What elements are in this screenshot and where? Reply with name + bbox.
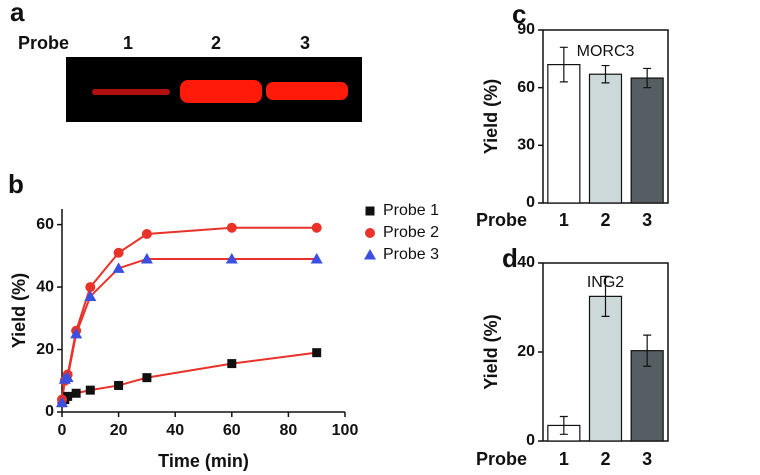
x-tick-label: 100 bbox=[332, 422, 359, 439]
y-tick-label: 30 bbox=[517, 137, 535, 154]
marker bbox=[140, 252, 153, 264]
y-tick-label: 20 bbox=[36, 341, 54, 358]
gel-row-label: Probe bbox=[18, 33, 69, 53]
y-tick-label: 0 bbox=[526, 432, 535, 449]
x-axis-label: Probe bbox=[476, 449, 527, 469]
y-tick-label: 0 bbox=[526, 194, 535, 211]
x-tick-label: 3 bbox=[642, 210, 652, 230]
marker bbox=[56, 396, 68, 408]
y-tick-label: 0 bbox=[45, 403, 54, 420]
panel-label: d bbox=[502, 243, 518, 273]
y-axis-label: Yield (%) bbox=[481, 314, 501, 389]
x-axis-label: Time (min) bbox=[158, 451, 249, 471]
marker bbox=[84, 290, 97, 301]
marker bbox=[142, 373, 152, 383]
marker bbox=[85, 385, 95, 395]
x-tick-label: 60 bbox=[223, 422, 241, 439]
y-tick-label: 40 bbox=[36, 278, 54, 295]
marker bbox=[311, 222, 322, 233]
error-bar bbox=[601, 275, 610, 317]
legend-label: Probe 2 bbox=[383, 224, 439, 241]
bar bbox=[547, 63, 581, 204]
legend-label: Probe 3 bbox=[383, 246, 439, 263]
x-axis-label: Probe bbox=[476, 210, 527, 230]
marker bbox=[85, 282, 96, 293]
bar bbox=[630, 77, 664, 204]
lane-label: 2 bbox=[211, 33, 221, 53]
marker bbox=[70, 327, 83, 339]
legend-label: Probe 1 bbox=[383, 202, 439, 219]
marker bbox=[226, 222, 237, 233]
y-tick-label: 60 bbox=[517, 79, 535, 96]
marker bbox=[63, 391, 73, 401]
fit-line bbox=[61, 257, 317, 403]
error-bar bbox=[559, 46, 568, 83]
marker bbox=[141, 228, 152, 239]
error-bar bbox=[643, 67, 652, 89]
marker bbox=[227, 359, 237, 369]
marker bbox=[112, 262, 125, 273]
y-axis-label: Yield (%) bbox=[9, 273, 29, 348]
x-tick-label: 80 bbox=[280, 422, 298, 439]
gel-band bbox=[180, 80, 262, 103]
y-axis-label: Yield (%) bbox=[481, 79, 501, 154]
marker bbox=[312, 348, 322, 358]
fit-line bbox=[61, 226, 317, 400]
bar bbox=[588, 73, 623, 204]
error-bar bbox=[559, 415, 568, 435]
gel-band bbox=[92, 89, 170, 95]
chart-title: MORC3 bbox=[577, 43, 635, 60]
marker bbox=[113, 247, 124, 258]
marker bbox=[365, 206, 375, 216]
panel-label: c bbox=[512, 0, 526, 29]
panel-label: b bbox=[8, 169, 24, 199]
x-tick-label: 0 bbox=[58, 422, 67, 439]
marker bbox=[364, 249, 376, 260]
x-tick-label: 2 bbox=[600, 210, 610, 230]
x-tick-label: 1 bbox=[559, 210, 569, 230]
fit-line bbox=[61, 351, 317, 404]
x-tick-label: 3 bbox=[642, 449, 652, 469]
gel-band bbox=[266, 82, 348, 100]
x-tick-label: 2 bbox=[600, 449, 610, 469]
marker bbox=[61, 371, 74, 383]
error-bar bbox=[643, 334, 652, 367]
lane-label: 3 bbox=[300, 33, 310, 53]
x-tick-label: 40 bbox=[166, 422, 184, 439]
marker bbox=[225, 252, 238, 264]
lane-label: 1 bbox=[123, 33, 133, 53]
panel-label: a bbox=[10, 0, 25, 27]
y-tick-label: 20 bbox=[517, 343, 535, 360]
y-tick-label: 40 bbox=[517, 254, 535, 271]
bar bbox=[588, 295, 623, 442]
marker bbox=[365, 228, 375, 238]
marker bbox=[71, 388, 81, 398]
x-tick-label: 1 bbox=[559, 449, 569, 469]
marker bbox=[114, 380, 124, 390]
y-tick-label: 60 bbox=[36, 216, 54, 233]
x-tick-label: 20 bbox=[110, 422, 128, 439]
marker bbox=[310, 252, 323, 264]
error-bar bbox=[601, 64, 610, 84]
y-tick-label: 90 bbox=[517, 21, 535, 38]
